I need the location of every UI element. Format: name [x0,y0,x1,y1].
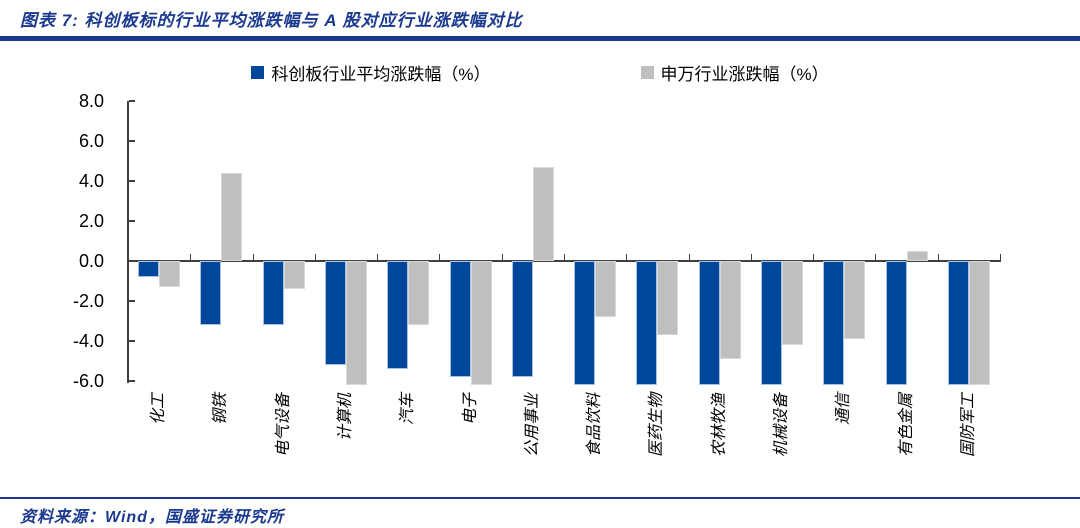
category-label-12: 有色金属 [897,393,915,458]
y-axis-tick-label: 4.0 [78,171,104,191]
legend-item-star-board: 科创板行业平均涨跌幅（%） [251,60,491,85]
bar-sw-4 [408,261,430,325]
bar-star-9 [698,261,720,385]
bar-sw-9 [719,261,741,359]
x-axis-tick [314,254,316,260]
legend-label-shenwan: 申万行业涨跌幅（%） [660,65,829,84]
bar-sw-10 [782,261,803,345]
y-axis-tick-label: 0.0 [78,251,104,271]
y-axis-tick-label: -4.0 [72,331,104,351]
title-divider-rule [0,36,1080,41]
bar-star-4 [387,261,409,369]
bar-sw-2 [283,261,305,289]
x-axis-tick [564,254,565,260]
category-label-0: 化工 [150,393,168,426]
bar-star-1 [200,261,222,325]
y-axis-tick [129,220,135,222]
bar-sw-11 [844,261,866,339]
legend-swatch-blue [251,66,265,79]
y-axis-tick-label: -6.0 [72,371,104,391]
plot-area [128,101,1000,385]
bar-star-6 [511,261,533,377]
y-axis-tick [129,140,135,142]
legend-item-shenwan: 申万行业涨跌幅（%） [640,60,829,85]
x-axis-tick [252,254,254,260]
bar-star-5 [449,261,471,377]
bar-star-10 [761,261,782,385]
bar-sw-12 [906,251,928,261]
bar-star-12 [885,261,907,385]
category-label-6: 公用事业 [523,393,541,458]
x-axis-tick [626,254,628,260]
bar-star-8 [636,261,658,385]
bar-sw-13 [968,261,990,385]
y-axis-tick-label: 6.0 [78,131,104,151]
bar-sw-1 [221,173,243,261]
x-axis-tick [875,254,877,260]
category-label-9: 农林牧渔 [710,393,728,458]
category-label-4: 汽车 [399,393,417,426]
bar-star-2 [262,261,284,325]
legend: 科创板行业平均涨跌幅（%） 申万行业涨跌幅（%） [0,60,1080,85]
x-axis-tick [813,254,815,260]
y-axis-tick [129,260,135,262]
bar-sw-8 [657,261,679,335]
bar-sw-7 [595,261,617,317]
y-axis-tick-label: -2.0 [72,291,104,311]
bar-sw-0 [159,261,181,287]
x-axis-tick [750,254,752,260]
x-axis-zero-line [127,260,1001,262]
x-axis-tick [1000,254,1001,260]
y-axis-tick-label: 8.0 [78,91,104,111]
x-axis-tick [688,254,690,260]
x-axis-tick [439,254,441,260]
category-label-8: 医药生物 [648,393,666,458]
y-axis-tick [129,380,135,382]
category-label-3: 计算机 [337,393,354,442]
bar-sw-3 [346,261,367,385]
bar-star-0 [138,261,160,277]
category-label-11: 通信 [835,393,853,426]
x-axis-tick [190,254,192,260]
y-axis-tick-label: 2.0 [78,211,104,231]
legend-swatch-gray [640,66,654,79]
source-note: 资料来源：Wind，国盛证券研究所 [20,509,284,526]
category-label-2: 电气设备 [274,393,292,458]
category-label-13: 国防军工 [959,393,977,458]
figure-title: 图表 7: 科创板标的行业平均涨跌幅与 A 股对应行业涨跌幅对比 [20,11,523,30]
bar-star-7 [574,261,596,385]
x-axis-tick [937,254,939,260]
category-label-10: 机械设备 [773,393,790,458]
y-axis-tick [129,340,135,342]
category-label-5: 电子 [461,393,479,426]
bar-sw-6 [532,167,554,261]
bar-sw-5 [470,261,492,385]
bar-star-11 [823,261,845,385]
category-label-7: 食品饮料 [586,393,604,458]
y-axis-tick [129,100,135,102]
category-label-1: 钢铁 [212,393,230,426]
x-axis-tick [377,254,379,260]
bar-star-3 [325,261,346,365]
bar-star-13 [947,261,969,385]
legend-label-star-board: 科创板行业平均涨跌幅（%） [271,65,491,84]
footer-divider-rule [0,497,1080,499]
y-axis-line [127,101,129,383]
y-axis-tick [129,300,135,302]
y-axis-tick [129,180,135,182]
x-axis-tick [501,254,503,260]
